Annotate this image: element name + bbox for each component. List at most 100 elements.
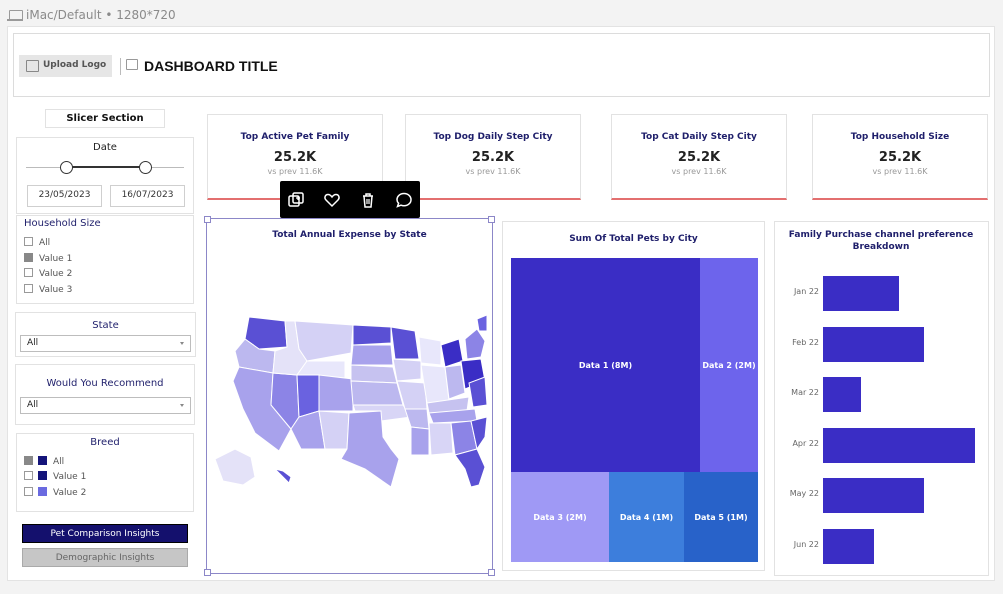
map-state xyxy=(392,358,422,382)
comment-icon[interactable] xyxy=(395,191,413,209)
visual-toolbar xyxy=(280,181,420,218)
heart-icon[interactable] xyxy=(323,191,341,209)
date-end-input[interactable]: 16/07/2023 xyxy=(110,185,185,207)
bar-category-label: Mar 22 xyxy=(791,388,819,397)
bar-mark[interactable] xyxy=(823,478,925,513)
pet-comparison-insights-button[interactable]: Pet Comparison Insights xyxy=(22,524,188,543)
map-state xyxy=(296,374,320,418)
header-divider xyxy=(120,58,121,75)
date-range-fill xyxy=(66,166,145,168)
breed-option-value-2[interactable]: Value 2 xyxy=(24,487,86,499)
map-state xyxy=(352,324,392,346)
treemap-cell[interactable]: Data 3 (2M) xyxy=(511,472,609,562)
checkbox-icon[interactable] xyxy=(24,268,33,277)
bar-chart-visual[interactable]: Family Purchase channel preference Break… xyxy=(774,221,989,576)
dashboard-title: DASHBOARD TITLE xyxy=(144,58,278,74)
map-state xyxy=(390,326,420,360)
state-dropdown[interactable]: All xyxy=(20,335,191,352)
legend-swatch-icon xyxy=(38,456,47,465)
date-slicer: Date 23/05/2023 16/07/2023 xyxy=(16,137,194,214)
household-size-label: Household Size xyxy=(24,218,101,229)
breed-option-value-1[interactable]: Value 1 xyxy=(24,471,86,483)
bar-mark[interactable] xyxy=(823,326,925,362)
upload-logo-label: Upload Logo xyxy=(43,60,107,70)
household-size-slicer: Household Size All Value 1 Value 2 Value… xyxy=(16,215,194,304)
chevron-down-icon xyxy=(180,342,184,345)
recommend-slicer: Would You Recommend All xyxy=(15,364,195,425)
household-option-value-2[interactable]: Value 2 xyxy=(24,268,72,280)
checkbox-icon[interactable] xyxy=(24,471,33,480)
kpi-compare: vs prev 11.6K xyxy=(872,167,928,176)
map-title: Total Annual Expense by State xyxy=(272,230,427,240)
checkbox-checked-icon[interactable] xyxy=(24,456,33,465)
kpi-compare: vs prev 11.6K xyxy=(671,167,727,176)
bar-mark[interactable] xyxy=(823,528,874,564)
map-state xyxy=(340,410,400,488)
trash-icon[interactable] xyxy=(359,191,377,209)
kpi-title: Top Active Pet Family xyxy=(240,132,350,142)
demographic-insights-button[interactable]: Demographic Insights xyxy=(22,548,188,567)
breed-slicer: Breed All Value 1 Value 2 xyxy=(16,433,194,512)
map-state xyxy=(350,344,394,366)
kpi-card: Top Household Size 25.2K vs prev 11.6K xyxy=(812,114,988,200)
treemap-cell[interactable]: Data 4 (1M) xyxy=(609,472,684,562)
map-state xyxy=(350,364,398,384)
checkbox-checked-icon[interactable] xyxy=(24,253,33,262)
kpi-title: Top Cat Daily Step City xyxy=(641,132,757,142)
resize-handle[interactable] xyxy=(488,569,495,576)
kpi-compare: vs prev 11.6K xyxy=(267,167,323,176)
treemap-cell[interactable]: Data 5 (1M) xyxy=(684,472,758,562)
bar-category-label: May 22 xyxy=(789,489,819,498)
us-map[interactable] xyxy=(215,309,487,499)
resize-handle[interactable] xyxy=(204,569,211,576)
device-label: iMac/Default • 1280*720 xyxy=(26,8,176,22)
kpi-card: Top Cat Daily Step City 25.2K vs prev 11… xyxy=(611,114,787,200)
bar-category-label: Jan 22 xyxy=(793,287,819,296)
resize-handle[interactable] xyxy=(488,216,495,223)
legend-swatch-icon xyxy=(38,471,47,480)
bar-category-label: Feb 22 xyxy=(792,337,819,347)
device-bar: iMac/Default • 1280*720 xyxy=(0,0,1003,28)
slicer-section-title: Slicer Section xyxy=(45,109,165,128)
checkbox-icon[interactable] xyxy=(24,487,33,496)
map-state xyxy=(318,374,354,412)
map-state xyxy=(464,328,486,360)
treemap-visual[interactable]: Sum Of Total Pets by City Data 1 (8M) Da… xyxy=(502,221,765,571)
checkbox-icon[interactable] xyxy=(24,284,33,293)
state-label: State xyxy=(92,320,119,331)
treemap-cell[interactable]: Data 1 (8M) xyxy=(511,258,700,472)
map-state xyxy=(273,468,292,484)
bar-mark[interactable] xyxy=(823,427,975,463)
treemap-title: Sum Of Total Pets by City xyxy=(569,234,698,244)
resize-handle[interactable] xyxy=(204,216,211,223)
bar-mark[interactable] xyxy=(823,276,900,311)
kpi-title: Top Household Size xyxy=(850,132,950,142)
household-option-all[interactable]: All xyxy=(24,237,50,249)
map-visual[interactable]: Total Annual Expense by State xyxy=(204,216,495,576)
breed-option-all[interactable]: All xyxy=(24,456,64,468)
date-label: Date xyxy=(93,142,117,153)
image-icon xyxy=(126,59,138,70)
household-option-value-1[interactable]: Value 1 xyxy=(24,253,72,265)
image-icon xyxy=(26,60,39,72)
dashboard-header xyxy=(13,33,990,97)
bar-mark[interactable] xyxy=(823,377,861,412)
map-state xyxy=(476,314,487,332)
treemap-cell[interactable]: Data 2 (2M) xyxy=(700,258,758,472)
date-start-input[interactable]: 23/05/2023 xyxy=(27,185,102,207)
kpi-card: Top Dog Daily Step City 25.2K vs prev 11… xyxy=(405,114,581,200)
duplicate-icon[interactable] xyxy=(287,191,305,209)
date-end-handle[interactable] xyxy=(139,161,152,174)
checkbox-icon[interactable] xyxy=(24,237,33,246)
map-state xyxy=(404,408,430,430)
upload-logo-button[interactable]: Upload Logo xyxy=(19,55,112,77)
breed-label: Breed xyxy=(90,437,120,448)
chevron-down-icon xyxy=(180,404,184,407)
date-start-handle[interactable] xyxy=(60,161,73,174)
kpi-value: 25.2K xyxy=(677,150,721,165)
map-state xyxy=(444,364,466,400)
map-state xyxy=(294,320,354,362)
recommend-dropdown[interactable]: All xyxy=(20,397,191,414)
map-state xyxy=(215,448,256,486)
household-option-value-3[interactable]: Value 3 xyxy=(24,284,72,296)
